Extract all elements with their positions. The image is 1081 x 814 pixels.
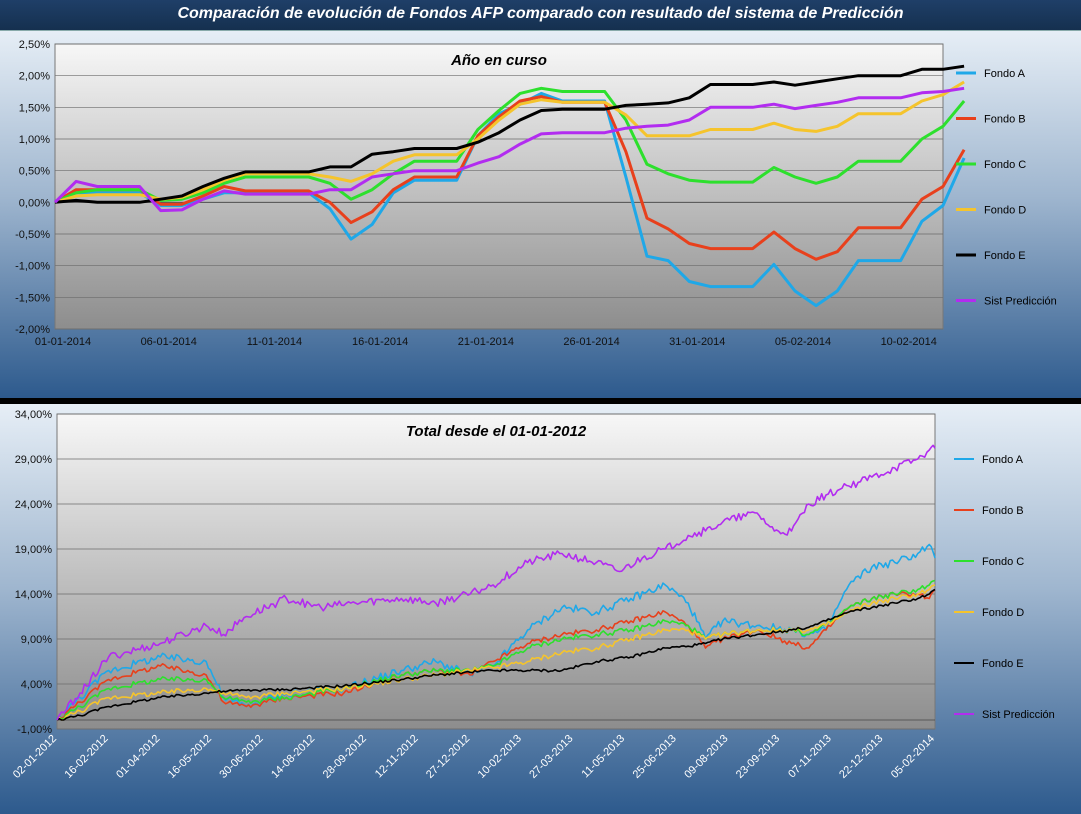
- x-tick-label: 30-06-2012: [217, 733, 265, 781]
- chart-panel-total: 34,00% 29,00% 24,00% 19,00% 14,00% 9,00% 4,00%…: [0, 404, 1081, 814]
- x-tick-label: 26-01-2014: [563, 336, 619, 348]
- series-line-fondo-c: [54, 86, 966, 204]
- header-bar: Comparación de evolución de Fondos AFP c…: [0, 0, 1081, 31]
- chart-ytd: 2,50% 2,00% 1,50% 1,00% 0,50% 0,00% -0,50% -1,0…: [15, 39, 1057, 348]
- legend-label-fondo-a: Fondo A: [984, 68, 1026, 80]
- x-tick-label: 27-12-2012: [424, 733, 472, 781]
- x-tick-label: 25-06-2013: [631, 733, 679, 781]
- legend-label-fondo-c: Fondo C: [982, 556, 1024, 568]
- page-title: Comparación de evolución de Fondos AFP c…: [177, 5, 904, 22]
- y-tick-label: 29,00%: [15, 454, 53, 466]
- x-tick-label: 05-02-2014: [889, 733, 937, 781]
- x-tick-label: 06-01-2014: [141, 336, 197, 348]
- x-tick-label: 28-09-2012: [321, 733, 369, 781]
- y-tick-label: -2,00%: [15, 324, 50, 336]
- x-tick-label: 09-08-2013: [682, 733, 730, 781]
- plot-area: [54, 43, 944, 330]
- series-line-fondo-e: [54, 64, 965, 204]
- y-tick-label: 0,50%: [19, 166, 50, 178]
- x-tick-label: 14-08-2012: [269, 733, 317, 781]
- x-tick-label: 02-01-2012: [11, 733, 59, 781]
- x-tick-label: 10-02-2013: [476, 733, 524, 781]
- legend-label-sist-prediccion: Sist Predicción: [982, 709, 1055, 721]
- chart-title: Año en curso: [450, 52, 547, 69]
- x-tick-label: 10-02-2014: [881, 336, 937, 348]
- y-tick-label: -1,00%: [15, 261, 50, 273]
- y-tick-label: 2,00%: [19, 71, 50, 83]
- y-tick-label: 14,00%: [15, 589, 53, 601]
- x-tick-label: 16-01-2014: [352, 336, 408, 348]
- legend-label-fondo-a: Fondo A: [982, 454, 1024, 466]
- series-line-fondo-d: [54, 80, 965, 204]
- legend-label-fondo-e: Fondo E: [984, 250, 1026, 262]
- series-line-fondo-b: [54, 95, 966, 261]
- series-line-fondo-e: [56, 588, 936, 721]
- y-tick-label: 0,00%: [19, 197, 50, 209]
- series-line-sist-prediccion: [56, 444, 936, 721]
- chart-panel-ytd: 2,50% 2,00% 1,50% 1,00% 0,50% 0,00% -0,50% -1,0…: [0, 31, 1081, 398]
- y-tick-label: -0,50%: [15, 229, 50, 241]
- y-tick-label: 1,00%: [19, 134, 50, 146]
- legend-label-fondo-e: Fondo E: [982, 658, 1024, 670]
- y-tick-label: 1,50%: [19, 102, 50, 114]
- legend-label-fondo-d: Fondo D: [984, 205, 1026, 217]
- x-tick-label: 16-02-2012: [62, 733, 110, 781]
- x-tick-label: 05-02-2014: [775, 336, 831, 348]
- y-tick-label: 9,00%: [21, 634, 52, 646]
- x-tick-label: 12-11-2012: [373, 733, 421, 781]
- panel-divider: [0, 398, 1081, 404]
- x-tick-label: 23-09-2013: [734, 733, 782, 781]
- legend-label-fondo-b: Fondo B: [982, 505, 1024, 517]
- series-line-fondo-b: [56, 588, 936, 721]
- legend-label-fondo-c: Fondo C: [984, 159, 1026, 171]
- x-tick-label: 31-01-2014: [669, 336, 725, 348]
- legend-label-fondo-d: Fondo D: [982, 607, 1024, 619]
- x-tick-label: 16-05-2012: [166, 733, 214, 781]
- y-tick-label: -1,00%: [17, 724, 52, 736]
- x-tick-label: 11-01-2014: [247, 336, 302, 348]
- y-tick-label: 24,00%: [15, 499, 53, 511]
- chart-total: 34,00% 29,00% 24,00% 19,00% 14,00% 9,00% 4,00%…: [11, 409, 1055, 781]
- y-tick-label: 34,00%: [15, 409, 53, 421]
- x-tick-label: 22-12-2013: [837, 733, 885, 781]
- chart-title: Total desde el 01-01-2012: [406, 423, 587, 440]
- y-tick-label: -1,50%: [15, 292, 50, 304]
- y-tick-label: 4,00%: [21, 679, 52, 691]
- x-tick-label: 01-01-2014: [35, 336, 91, 348]
- series-line-sist-prediccion: [53, 86, 965, 213]
- x-tick-label: 01-04-2012: [114, 733, 162, 781]
- x-tick-label: 11-05-2013: [580, 733, 628, 781]
- x-tick-label: 27-03-2013: [527, 733, 575, 781]
- plot-area: [56, 413, 936, 730]
- x-tick-label: 21-01-2014: [458, 336, 514, 348]
- y-tick-label: 19,00%: [15, 544, 53, 556]
- x-tick-label: 07-11-2013: [786, 733, 834, 781]
- legend-label-sist-prediccion: Sist Predicción: [984, 296, 1057, 308]
- legend-label-fondo-b: Fondo B: [984, 114, 1026, 126]
- y-tick-label: 2,50%: [19, 39, 50, 51]
